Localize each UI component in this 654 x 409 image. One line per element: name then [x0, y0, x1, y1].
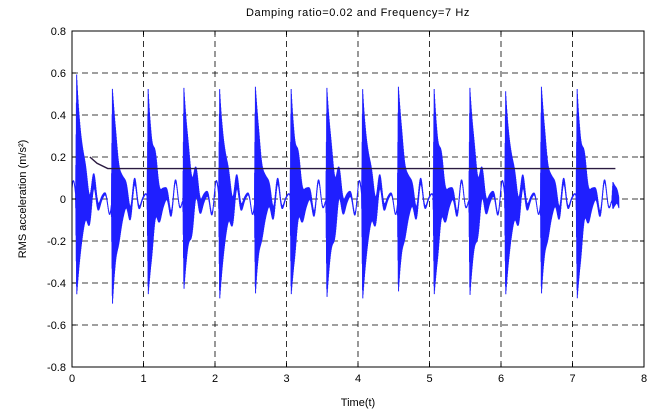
grid: [72, 31, 644, 367]
y-tick-label: -0.4: [47, 278, 66, 290]
y-tick-label: -0.6: [47, 320, 66, 332]
x-axis-label: Time(t): [341, 397, 375, 409]
y-tick-label: -0.8: [47, 362, 66, 374]
y-tick-label: 0.2: [51, 152, 66, 164]
y-tick-label: 0.6: [51, 68, 66, 80]
rms-line: [89, 156, 616, 170]
chart-title: Damping ratio=0.02 and Frequency=7 Hz: [246, 7, 470, 19]
x-tick-label: 8: [641, 373, 647, 385]
series-group: [71, 74, 620, 304]
x-tick-label: 0: [69, 373, 75, 385]
acceleration-signal-line: [71, 74, 620, 304]
x-tick-label: 3: [283, 373, 289, 385]
x-tick-label: 4: [355, 373, 361, 385]
x-tick-label: 7: [569, 373, 575, 385]
x-tick-label: 2: [212, 373, 218, 385]
x-tick-label: 1: [140, 373, 146, 385]
x-tick-label: 6: [498, 373, 504, 385]
y-tick-label: 0.4: [51, 110, 66, 122]
y-tick-label: 0.8: [51, 26, 66, 38]
y-axis-label: RMS acceleration (m/s²): [17, 140, 29, 259]
ticks: 0 1 2 3 4 5 6 7 8 -0.8 -0.6 -0.4 -0.2 0 0.2 0.4 0.6 0.8: [47, 26, 647, 385]
y-tick-label: -0.2: [47, 236, 66, 248]
y-tick-label: 0: [60, 194, 66, 206]
x-tick-label: 5: [426, 373, 432, 385]
